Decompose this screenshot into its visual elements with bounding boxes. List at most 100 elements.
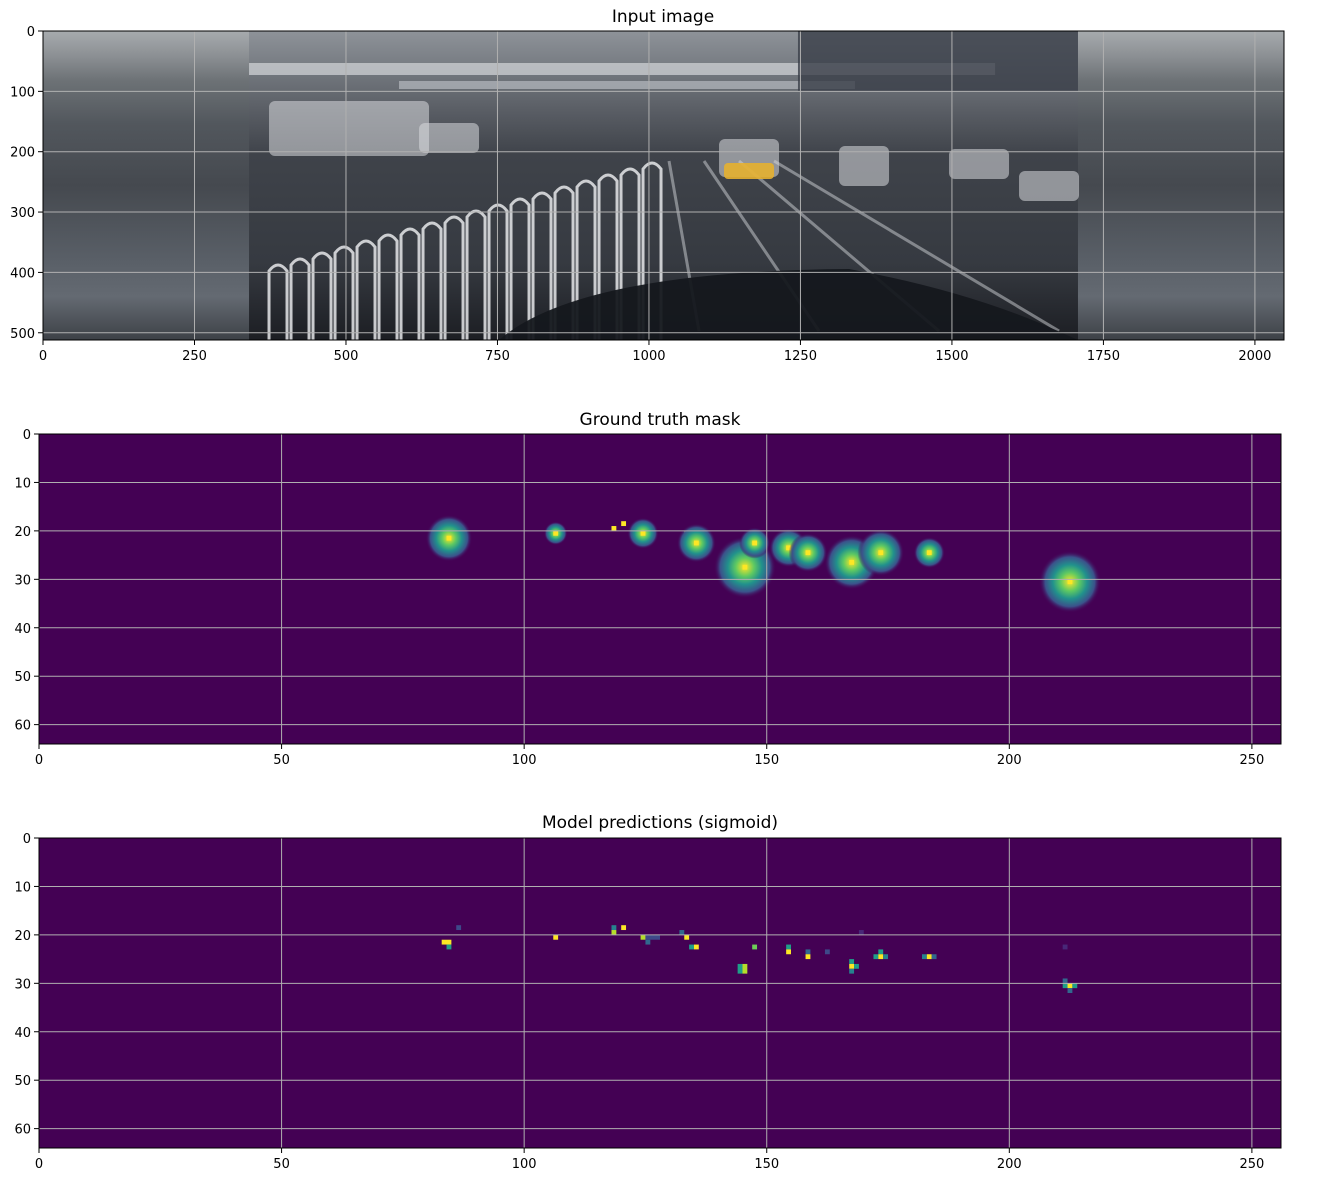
fence-arc [509, 197, 531, 340]
prediction-pixel [611, 930, 617, 935]
chart-title: Model predictions (sigmoid) [542, 813, 778, 833]
prediction-pixel [621, 925, 627, 931]
gt-peak [621, 521, 627, 527]
y-axis: 0 10 20 30 40 50 60 [14, 428, 39, 734]
y-tick-label: 100 [10, 85, 35, 100]
prediction-pixel [553, 934, 559, 940]
prediction-pixel [1067, 988, 1073, 993]
vehicle [269, 101, 430, 156]
fence-arc [289, 257, 311, 340]
prediction-pixel [921, 954, 927, 960]
y-tick-label: 50 [14, 670, 31, 685]
y-tick-label: 30 [14, 977, 31, 992]
gt-peak [752, 540, 758, 546]
prediction-pixel [854, 963, 859, 969]
prediction-pixel [645, 939, 651, 945]
x-tick-label: 100 [512, 753, 537, 768]
plot-frame [42, 30, 1285, 341]
x-tick-label: 250 [1239, 1157, 1264, 1172]
prediction-pixel [1062, 983, 1068, 989]
fence-arc [311, 251, 333, 340]
fence-arc [619, 167, 641, 340]
prediction-pixel [1067, 983, 1073, 989]
y-tick-label: 60 [14, 1123, 31, 1138]
y-tick-label: 0 [23, 832, 31, 847]
x-tick-label: 2000 [1238, 349, 1271, 364]
fence-arc [421, 221, 443, 340]
gt-peak [849, 559, 855, 565]
building [797, 31, 1078, 91]
x-tick-label: 1250 [784, 349, 817, 364]
plot-frame [38, 837, 1282, 1149]
heatmap-marks [425, 514, 1102, 613]
prediction-pixel [645, 934, 660, 940]
gt-peak [611, 526, 617, 531]
y-tick-label: 200 [10, 146, 35, 161]
prediction-pixel [752, 944, 758, 950]
fence-arc [597, 173, 619, 340]
x-axis: 0 50 100 150 200 250 [35, 744, 1264, 768]
x-tick-label: 200 [997, 1157, 1022, 1172]
y-tick-label: 50 [14, 1074, 31, 1089]
prediction-pixel [1062, 944, 1068, 950]
gt-peak [1067, 579, 1073, 585]
x-axis: 0 250 500 750 1000 1250 1500 1750 2000 [39, 340, 1271, 364]
y-tick-label: 500 [10, 327, 35, 342]
fence-arc [531, 191, 553, 340]
prediction-pixel [1072, 983, 1078, 989]
x-tick-label: 1000 [632, 349, 665, 364]
fence-arc [377, 233, 399, 340]
x-tick-label: 100 [512, 1157, 537, 1172]
fence-arc [267, 263, 289, 340]
vehicle [1019, 171, 1080, 201]
gt-peak [786, 545, 791, 551]
gt-peak [878, 550, 884, 556]
y-tick-label: 400 [10, 266, 35, 281]
prediction-pixel [689, 944, 694, 950]
y-axis: 0 10 20 30 40 50 60 [14, 832, 39, 1138]
heatmap-marks [441, 925, 1078, 993]
vehicle [949, 149, 1010, 179]
prediction-pixel [883, 954, 889, 960]
prediction-pixel [878, 954, 884, 960]
prediction-pixel [693, 944, 699, 950]
prediction-pixel [849, 963, 855, 969]
chart-title: Input image [612, 7, 714, 27]
prediction-pixel [679, 930, 685, 935]
x-tick-label: 50 [273, 753, 290, 768]
gt-peak [805, 550, 811, 556]
y-tick-label: 0 [27, 25, 35, 40]
input-image [43, 31, 1284, 340]
gt-peak [926, 550, 932, 556]
prediction-pixel [805, 949, 811, 955]
x-tick-label: 150 [754, 1157, 779, 1172]
plot-frame [38, 433, 1282, 745]
fence-arc [333, 245, 355, 340]
prediction-pixel [786, 944, 791, 950]
prediction-pixel [786, 949, 791, 955]
prediction-pixel [878, 949, 884, 955]
bridge [399, 81, 855, 89]
fence-arc [399, 227, 421, 340]
gt-peak [640, 530, 646, 536]
fence-arc [355, 239, 377, 340]
ground-truth-panel: Ground truth mask 0 50 100 150 200 250 0 10 20 3… [14, 410, 1282, 768]
prediction-pixel [1062, 978, 1068, 984]
prediction-pixel [849, 968, 855, 974]
fence-arc [641, 161, 663, 340]
prediction-pixel [446, 944, 452, 950]
prediction-pixel [611, 925, 617, 931]
x-tick-label: 500 [334, 349, 359, 364]
x-axis: 0 50 100 150 200 250 [35, 1148, 1264, 1172]
vehicle [839, 146, 890, 186]
fence-arc [575, 179, 597, 340]
gt-peak [742, 564, 748, 570]
prediction-pixel [441, 939, 452, 945]
x-tick-label: 1500 [935, 349, 968, 364]
prediction-pixel [737, 963, 743, 974]
x-tick-label: 50 [273, 1157, 290, 1172]
fence-arc [487, 203, 509, 340]
prediction-pixel [684, 934, 690, 940]
fence-arc [443, 215, 465, 340]
y-tick-label: 20 [14, 525, 31, 540]
